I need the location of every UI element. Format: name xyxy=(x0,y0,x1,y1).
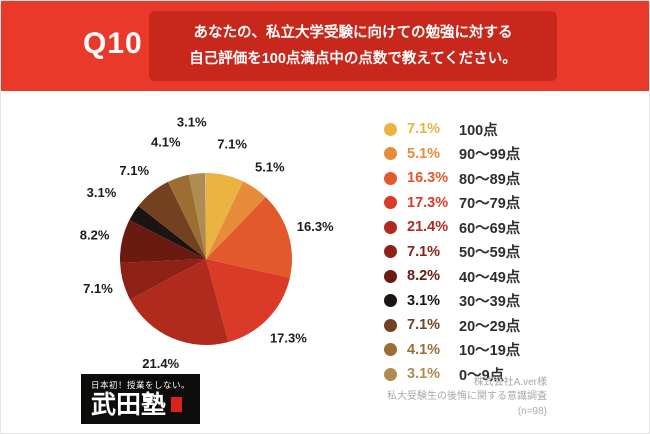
credit-sample-size: (n=98) xyxy=(517,405,547,417)
legend-percent: 4.1% xyxy=(407,341,441,358)
legend-percent: 21.4% xyxy=(407,219,449,236)
legend-range-label: 90〜99点 xyxy=(459,147,521,164)
legend-range-label: 60〜69点 xyxy=(459,220,521,237)
legend-range-label: 80〜89点 xyxy=(459,171,521,188)
pie-slice-60〜69点 xyxy=(130,259,229,345)
pie-percent-label: 4.1% xyxy=(151,134,181,149)
logo-tagline: 日本初！授業をしない。 xyxy=(91,379,191,390)
legend-percent: 17.3% xyxy=(407,194,449,211)
legend-percent: 3.1% xyxy=(407,366,441,383)
question-header-band: Q10 あなたの、私立大学受験に向けての勉強に対する 自己評価を100点満点中の… xyxy=(1,1,649,91)
pie-slice-90〜99点 xyxy=(206,181,266,259)
legend-color-dot xyxy=(384,245,397,259)
credit-company: 株式会社A.ver様 xyxy=(473,376,547,388)
legend-percent: 7.1% xyxy=(407,121,441,138)
legend-row: 4.1% 10〜19点 xyxy=(384,338,520,363)
legend-percent: 5.1% xyxy=(407,145,441,162)
legend-range-label: 40〜49点 xyxy=(459,269,521,286)
legend-color-dot xyxy=(384,367,397,381)
legend-color-dot xyxy=(384,343,397,357)
pie-slice-20〜29点 xyxy=(138,181,206,259)
legend-color-dot xyxy=(384,147,397,161)
legend-color-dot xyxy=(384,269,397,283)
pie-percent-label: 3.1% xyxy=(177,114,207,129)
pie-slice-50〜59点 xyxy=(120,259,206,300)
question-line-1: あなたの、私立大学受験に向けての勉強に対する xyxy=(193,24,513,41)
legend-percent: 7.1% xyxy=(407,317,441,334)
pie-percent-label: 8.2% xyxy=(80,227,110,242)
legend-color-dot xyxy=(384,318,397,332)
legend-percent: 16.3% xyxy=(407,170,449,187)
legend-row: 8.2% 40〜49点 xyxy=(384,264,520,289)
legend-row: 7.1% 20〜29点 xyxy=(384,313,520,338)
pie-percent-label: 7.1% xyxy=(119,163,149,178)
legend-range-label: 20〜29点 xyxy=(459,318,521,335)
pie-slice-0〜9点 xyxy=(188,173,206,259)
pie-percent-label: 7.1% xyxy=(83,281,113,296)
legend-range-label: 100点 xyxy=(459,122,498,139)
question-text-box: あなたの、私立大学受験に向けての勉強に対する 自己評価を100点満点中の点数で教… xyxy=(149,11,557,81)
logo-name: 武田塾 xyxy=(91,389,167,419)
legend-row: 7.1% 50〜59点 xyxy=(384,240,520,265)
pie-percent-label: 21.4% xyxy=(142,356,179,371)
legend-percent: 3.1% xyxy=(407,292,441,309)
legend-row: 16.3% 80〜89点 xyxy=(384,166,520,191)
legend-row: 21.4% 60〜69点 xyxy=(384,215,520,240)
legend-range-label: 30〜39点 xyxy=(459,294,521,311)
legend-range-label: 10〜19点 xyxy=(459,343,521,360)
pie-percent-label: 3.1% xyxy=(87,185,117,200)
logo-seal-icon xyxy=(171,396,183,412)
pie-percent-label: 7.1% xyxy=(217,136,247,151)
credit-survey-title: 私大受験生の後悔に関する意識調査 xyxy=(387,391,547,402)
pie-percent-label: 17.3% xyxy=(270,330,307,345)
legend-row: 3.1% 30〜39点 xyxy=(384,289,520,314)
legend-percent: 8.2% xyxy=(407,268,441,285)
legend-row: 3.1% 0〜9点 xyxy=(384,362,520,387)
pie-slice-100点 xyxy=(206,173,244,259)
pie-slice-30〜39点 xyxy=(129,205,206,259)
legend-row: 5.1% 90〜99点 xyxy=(384,142,520,167)
pie-slice-80〜89点 xyxy=(206,197,292,278)
pie-slice-10〜19点 xyxy=(167,174,206,259)
legend-range-label: 70〜79点 xyxy=(459,196,521,213)
legend-color-dot xyxy=(384,294,397,308)
legend-color-dot xyxy=(384,122,397,136)
legend-row: 7.1% 100点 xyxy=(384,117,520,142)
survey-credit: 株式会社A.ver様 私大受験生の後悔に関する意識調査 (n=98) xyxy=(387,376,547,420)
legend-range-label: 0〜9点 xyxy=(459,367,505,384)
pie-slice-40〜49点 xyxy=(120,220,206,263)
legend-percent: 7.1% xyxy=(407,243,441,260)
legend-color-dot xyxy=(384,196,397,210)
question-line-2: 自己評価を100点満点中の点数で教えてください。 xyxy=(189,51,517,67)
legend-row: 17.3% 70〜79点 xyxy=(384,191,520,216)
takeda-juku-logo: 日本初！授業をしない。 武田塾 xyxy=(81,373,201,424)
chart-legend: 7.1% 100点 5.1% 90〜99点 16.3% 80〜89点 17.3% 70〜79点… xyxy=(384,117,520,387)
pie-percent-label: 16.3% xyxy=(297,219,334,234)
pie-slice-70〜79点 xyxy=(206,259,290,342)
legend-range-label: 50〜59点 xyxy=(459,245,521,262)
legend-color-dot xyxy=(384,171,397,185)
pie-chart: 7.1%5.1%16.3%17.3%21.4%7.1%8.2%3.1%7.1%4… xyxy=(80,114,334,371)
pie-percent-label: 5.1% xyxy=(255,160,285,175)
question-number: Q10 xyxy=(83,27,143,60)
legend-color-dot xyxy=(384,220,397,234)
